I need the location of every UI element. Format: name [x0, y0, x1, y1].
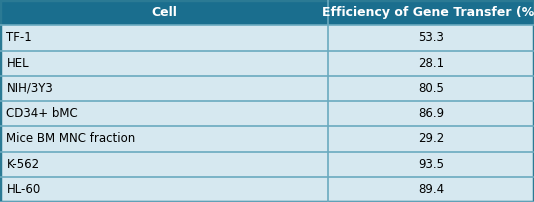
Text: 29.2: 29.2 — [418, 132, 444, 145]
Text: CD34+ bMC: CD34+ bMC — [6, 107, 78, 120]
Text: 53.3: 53.3 — [418, 31, 444, 44]
Text: Mice BM MNC fraction: Mice BM MNC fraction — [6, 132, 136, 145]
Text: Cell: Cell — [151, 6, 177, 19]
Bar — [0, 76, 534, 101]
Bar — [0, 101, 534, 126]
Text: 93.5: 93.5 — [418, 158, 444, 171]
Text: 80.5: 80.5 — [418, 82, 444, 95]
Bar — [0, 25, 534, 50]
Bar — [0, 126, 534, 152]
Bar — [0, 177, 534, 202]
Bar — [0, 0, 534, 25]
Bar — [0, 152, 534, 177]
Text: K-562: K-562 — [6, 158, 40, 171]
Text: Efficiency of Gene Transfer (%): Efficiency of Gene Transfer (%) — [322, 6, 534, 19]
Bar — [0, 50, 534, 76]
Text: NIH/3Y3: NIH/3Y3 — [6, 82, 53, 95]
Text: 86.9: 86.9 — [418, 107, 444, 120]
Text: TF-1: TF-1 — [6, 31, 32, 44]
Text: HL-60: HL-60 — [6, 183, 41, 196]
Text: 28.1: 28.1 — [418, 57, 444, 70]
Text: HEL: HEL — [6, 57, 29, 70]
Text: 89.4: 89.4 — [418, 183, 444, 196]
